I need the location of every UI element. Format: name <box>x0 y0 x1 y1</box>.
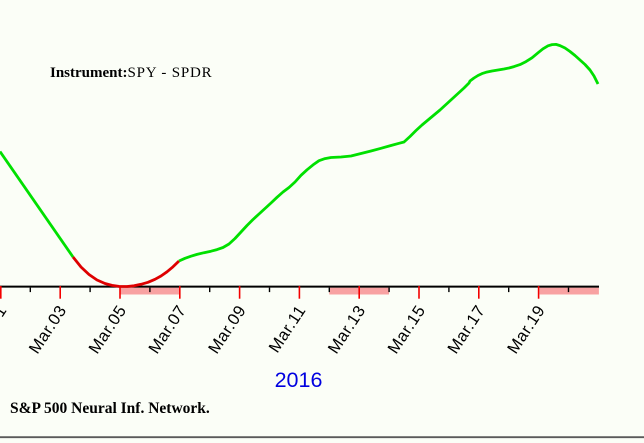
svg-text:Instrument:SPY - SPDR: Instrument:SPY - SPDR <box>50 65 212 81</box>
svg-text:Mar.05: Mar.05 <box>85 302 130 357</box>
svg-text:Mar.11: Mar.11 <box>266 302 310 356</box>
svg-text:Mar.15: Mar.15 <box>384 302 429 357</box>
svg-text:2016: 2016 <box>275 368 323 392</box>
svg-text:Mar.19: Mar.19 <box>504 302 549 357</box>
svg-text:Mar.13: Mar.13 <box>325 302 370 357</box>
svg-text:Mar.07: Mar.07 <box>145 302 190 357</box>
svg-text:Mar.03: Mar.03 <box>26 302 71 357</box>
svg-text:S&P 500 Neural Inf. Network.: S&P 500 Neural Inf. Network. <box>10 400 210 417</box>
svg-text:Mar.01: Mar.01 <box>0 302 11 357</box>
svg-text:Mar.17: Mar.17 <box>444 302 489 357</box>
svg-text:Mar.09: Mar.09 <box>205 302 250 357</box>
